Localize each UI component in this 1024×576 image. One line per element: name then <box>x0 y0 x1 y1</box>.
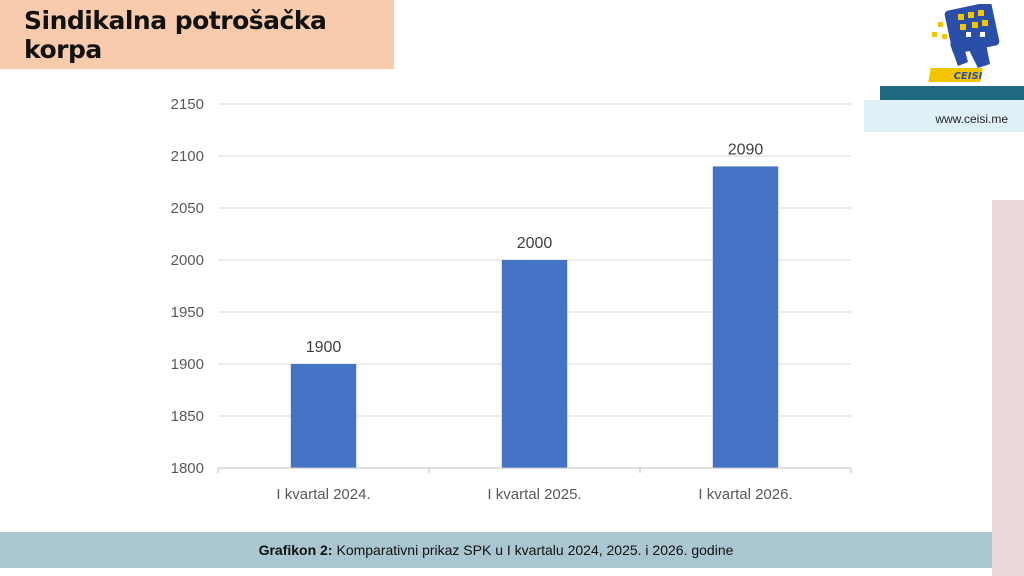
data-label: 1900 <box>306 339 342 356</box>
chart-caption: Grafikon 2: Komparativni prikaz SPK u I … <box>0 532 992 568</box>
brand-bar <box>880 86 1024 104</box>
y-tick-label: 1850 <box>171 408 204 425</box>
x-tick-label: I kvartal 2026. <box>698 486 792 503</box>
data-label: 2090 <box>728 141 764 158</box>
y-tick-label: 2000 <box>171 252 204 269</box>
title-banner: Sindikalna potrošačka korpa <box>0 0 394 69</box>
bar <box>501 260 568 468</box>
website-link[interactable]: www.ceisi.me <box>935 112 1008 126</box>
page-title: Sindikalna potrošačka korpa <box>24 5 327 64</box>
y-tick-label: 1800 <box>171 460 204 477</box>
ceisi-logo: CEISI <box>928 2 1000 86</box>
y-tick-label: 2150 <box>171 96 204 113</box>
caption-label: Grafikon 2: <box>258 542 333 558</box>
x-axis: I kvartal 2024. I kvartal 2025. I kvartal … <box>217 467 852 503</box>
y-tick-label: 1950 <box>171 304 204 321</box>
bars <box>290 166 779 468</box>
y-tick-label: 1900 <box>171 356 204 373</box>
decorative-strip <box>992 200 1024 576</box>
y-axis-ticks: 1800 1850 1900 1950 2000 2050 2100 2150 <box>171 96 204 477</box>
bar <box>712 166 779 468</box>
y-tick-label: 2100 <box>171 148 204 165</box>
data-label: 2000 <box>517 235 553 252</box>
x-tick-label: I kvartal 2024. <box>276 486 370 503</box>
caption-text: Komparativni prikaz SPK u I kvartalu 202… <box>336 542 734 558</box>
website-box: www.ceisi.me <box>864 100 1024 132</box>
y-tick-label: 2050 <box>171 200 204 217</box>
logo-text: CEISI <box>954 71 983 82</box>
bar <box>290 364 357 468</box>
x-tick-label: I kvartal 2025. <box>487 486 581 503</box>
data-labels: 1900 2000 2090 <box>306 141 764 356</box>
